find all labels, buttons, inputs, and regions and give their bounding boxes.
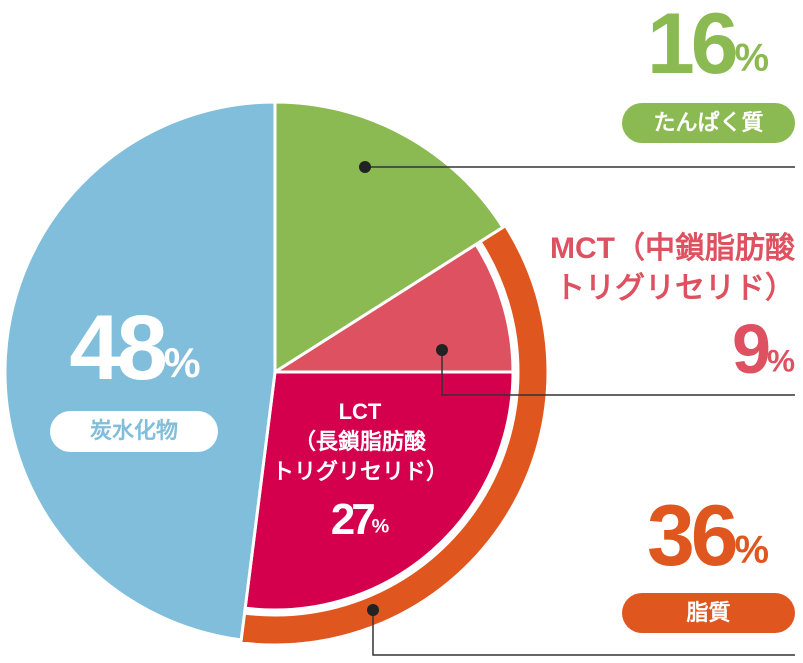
pie-slice — [269, 242, 515, 374]
leader-line — [372, 610, 795, 656]
category-label: 炭水化物 — [90, 418, 178, 443]
value-label: 9% — [732, 310, 795, 388]
ring-slice — [239, 223, 550, 647]
category-label: トリグリセリド） — [555, 271, 795, 305]
category-label: MCT（中鎖脂肪酸 — [550, 231, 796, 265]
category-label: LCT — [339, 399, 382, 424]
label-pill — [50, 411, 218, 452]
leader-dot — [436, 344, 448, 356]
pie-slice — [273, 100, 506, 375]
value-label: 16% — [647, 0, 769, 92]
label-pill — [622, 593, 795, 633]
value-label: 48% — [69, 297, 200, 399]
category-label: たんぱく質 — [653, 110, 763, 135]
category-label: トリグリセリド） — [272, 459, 448, 484]
category-label: （長鎖脂肪酸 — [294, 429, 427, 454]
value-label: 27% — [331, 495, 390, 544]
label-pill — [622, 103, 795, 143]
pie-slice — [3, 100, 277, 642]
leader-dot — [367, 604, 379, 616]
category-label: 脂質 — [686, 600, 730, 625]
leader-line — [441, 350, 795, 396]
value-label: 36% — [647, 488, 769, 584]
leader-dot — [359, 161, 371, 173]
pie-slice — [243, 370, 515, 612]
